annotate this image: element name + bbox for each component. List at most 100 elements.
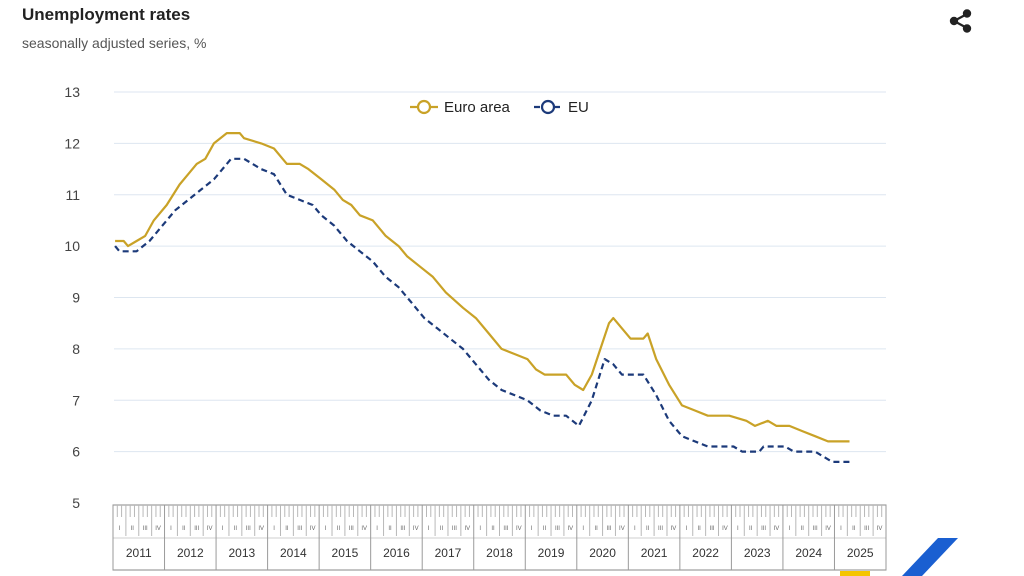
- year-label: 2020: [589, 546, 616, 560]
- quarter-label: III: [246, 526, 251, 532]
- year-label: 2012: [177, 546, 204, 560]
- quarter-label: IV: [722, 526, 728, 532]
- quarter-label: III: [194, 526, 199, 532]
- quarter-label: III: [452, 526, 457, 532]
- x-axis-box: [112, 504, 887, 571]
- year-label: 2021: [641, 546, 668, 560]
- quarter-label: II: [801, 526, 805, 532]
- quarter-label: I: [840, 526, 842, 532]
- year-label: 2017: [435, 546, 462, 560]
- quarter-label: I: [119, 526, 121, 532]
- y-tick-label: 12: [64, 135, 80, 151]
- chart-subtitle: seasonally adjusted series, %: [22, 35, 207, 51]
- quarter-label: IV: [258, 526, 264, 532]
- quarter-label: I: [479, 526, 481, 532]
- quarter-label: I: [376, 526, 378, 532]
- quarter-label: II: [337, 526, 341, 532]
- quarter-label: IV: [310, 526, 316, 532]
- quarter-label: II: [131, 526, 135, 532]
- quarter-label: II: [182, 526, 186, 532]
- quarter-label: II: [285, 526, 289, 532]
- quarter-label: III: [607, 526, 612, 532]
- quarter-label: III: [503, 526, 508, 532]
- quarter-label: I: [222, 526, 224, 532]
- quarter-label: I: [737, 526, 739, 532]
- quarter-label: IV: [361, 526, 367, 532]
- grid: [114, 91, 886, 453]
- year-label: 2025: [847, 546, 874, 560]
- quarter-label: III: [761, 526, 766, 532]
- y-tick-label: 7: [72, 392, 80, 408]
- series-line-eu[interactable]: [114, 157, 850, 463]
- year-label: 2011: [126, 546, 152, 560]
- y-tick-label: 10: [64, 238, 80, 254]
- series-line-euro-area[interactable]: [115, 132, 850, 443]
- brand-bar-icon: [840, 571, 870, 576]
- quarter-label: IV: [568, 526, 574, 532]
- y-axis: 5 6 7 8 9 10 11 12 13: [64, 84, 80, 511]
- quarter-label: I: [273, 526, 275, 532]
- y-tick-label: 5: [72, 495, 80, 511]
- year-label: 2023: [744, 546, 771, 560]
- year-label: 2019: [538, 546, 565, 560]
- quarter-label: III: [658, 526, 663, 532]
- quarter-label: III: [813, 526, 818, 532]
- series-lines: [114, 132, 850, 463]
- legend-marker-eu: [540, 99, 556, 115]
- quarter-label: IV: [619, 526, 625, 532]
- quarter-label: II: [440, 526, 444, 532]
- quarter-label: I: [634, 526, 636, 532]
- legend-label-euro-area[interactable]: Euro area: [444, 99, 511, 116]
- brand-stripe-icon: [902, 538, 958, 576]
- quarter-label: I: [170, 526, 172, 532]
- quarter-label: I: [685, 526, 687, 532]
- quarter-label: III: [555, 526, 560, 532]
- y-tick-label: 11: [65, 187, 80, 203]
- year-label: 2022: [692, 546, 719, 560]
- legend-label-eu[interactable]: EU: [568, 99, 589, 116]
- quarter-label: II: [852, 526, 856, 532]
- quarter-label: III: [710, 526, 715, 532]
- quarter-label: II: [388, 526, 392, 532]
- quarter-label: I: [428, 526, 430, 532]
- year-label: 2014: [280, 546, 307, 560]
- quarter-label: III: [297, 526, 302, 532]
- quarter-label: II: [234, 526, 238, 532]
- y-tick-label: 6: [72, 444, 80, 460]
- quarter-label: IV: [413, 526, 419, 532]
- year-label: 2024: [795, 546, 822, 560]
- quarter-label: IV: [774, 526, 780, 532]
- quarter-label: IV: [671, 526, 677, 532]
- year-label: 2015: [332, 546, 359, 560]
- quarter-label: IV: [464, 526, 470, 532]
- year-label: 2016: [383, 546, 410, 560]
- quarter-label: IV: [207, 526, 213, 532]
- quarter-label: I: [531, 526, 533, 532]
- legend-marker-euro-area: [416, 99, 432, 115]
- quarter-label: IV: [155, 526, 161, 532]
- quarter-label: II: [543, 526, 547, 532]
- chart-title: Unemployment rates: [22, 5, 191, 24]
- year-label: 2013: [228, 546, 255, 560]
- quarter-label: II: [594, 526, 598, 532]
- quarter-label: I: [325, 526, 327, 532]
- quarter-label: I: [582, 526, 584, 532]
- quarter-label: IV: [877, 526, 883, 532]
- quarter-label: II: [749, 526, 753, 532]
- quarter-label: I: [789, 526, 791, 532]
- share-icon[interactable]: [944, 4, 978, 38]
- y-tick-label: 9: [72, 290, 80, 306]
- quarter-label: II: [646, 526, 650, 532]
- quarter-label: II: [491, 526, 495, 532]
- quarter-label: III: [349, 526, 354, 532]
- quarter-label: III: [143, 526, 148, 532]
- y-tick-label: 13: [64, 84, 80, 100]
- quarter-label: III: [864, 526, 869, 532]
- quarter-label: III: [400, 526, 405, 532]
- quarter-label: IV: [516, 526, 522, 532]
- quarter-label: IV: [825, 526, 831, 532]
- year-label: 2018: [486, 546, 513, 560]
- quarter-label: II: [698, 526, 702, 532]
